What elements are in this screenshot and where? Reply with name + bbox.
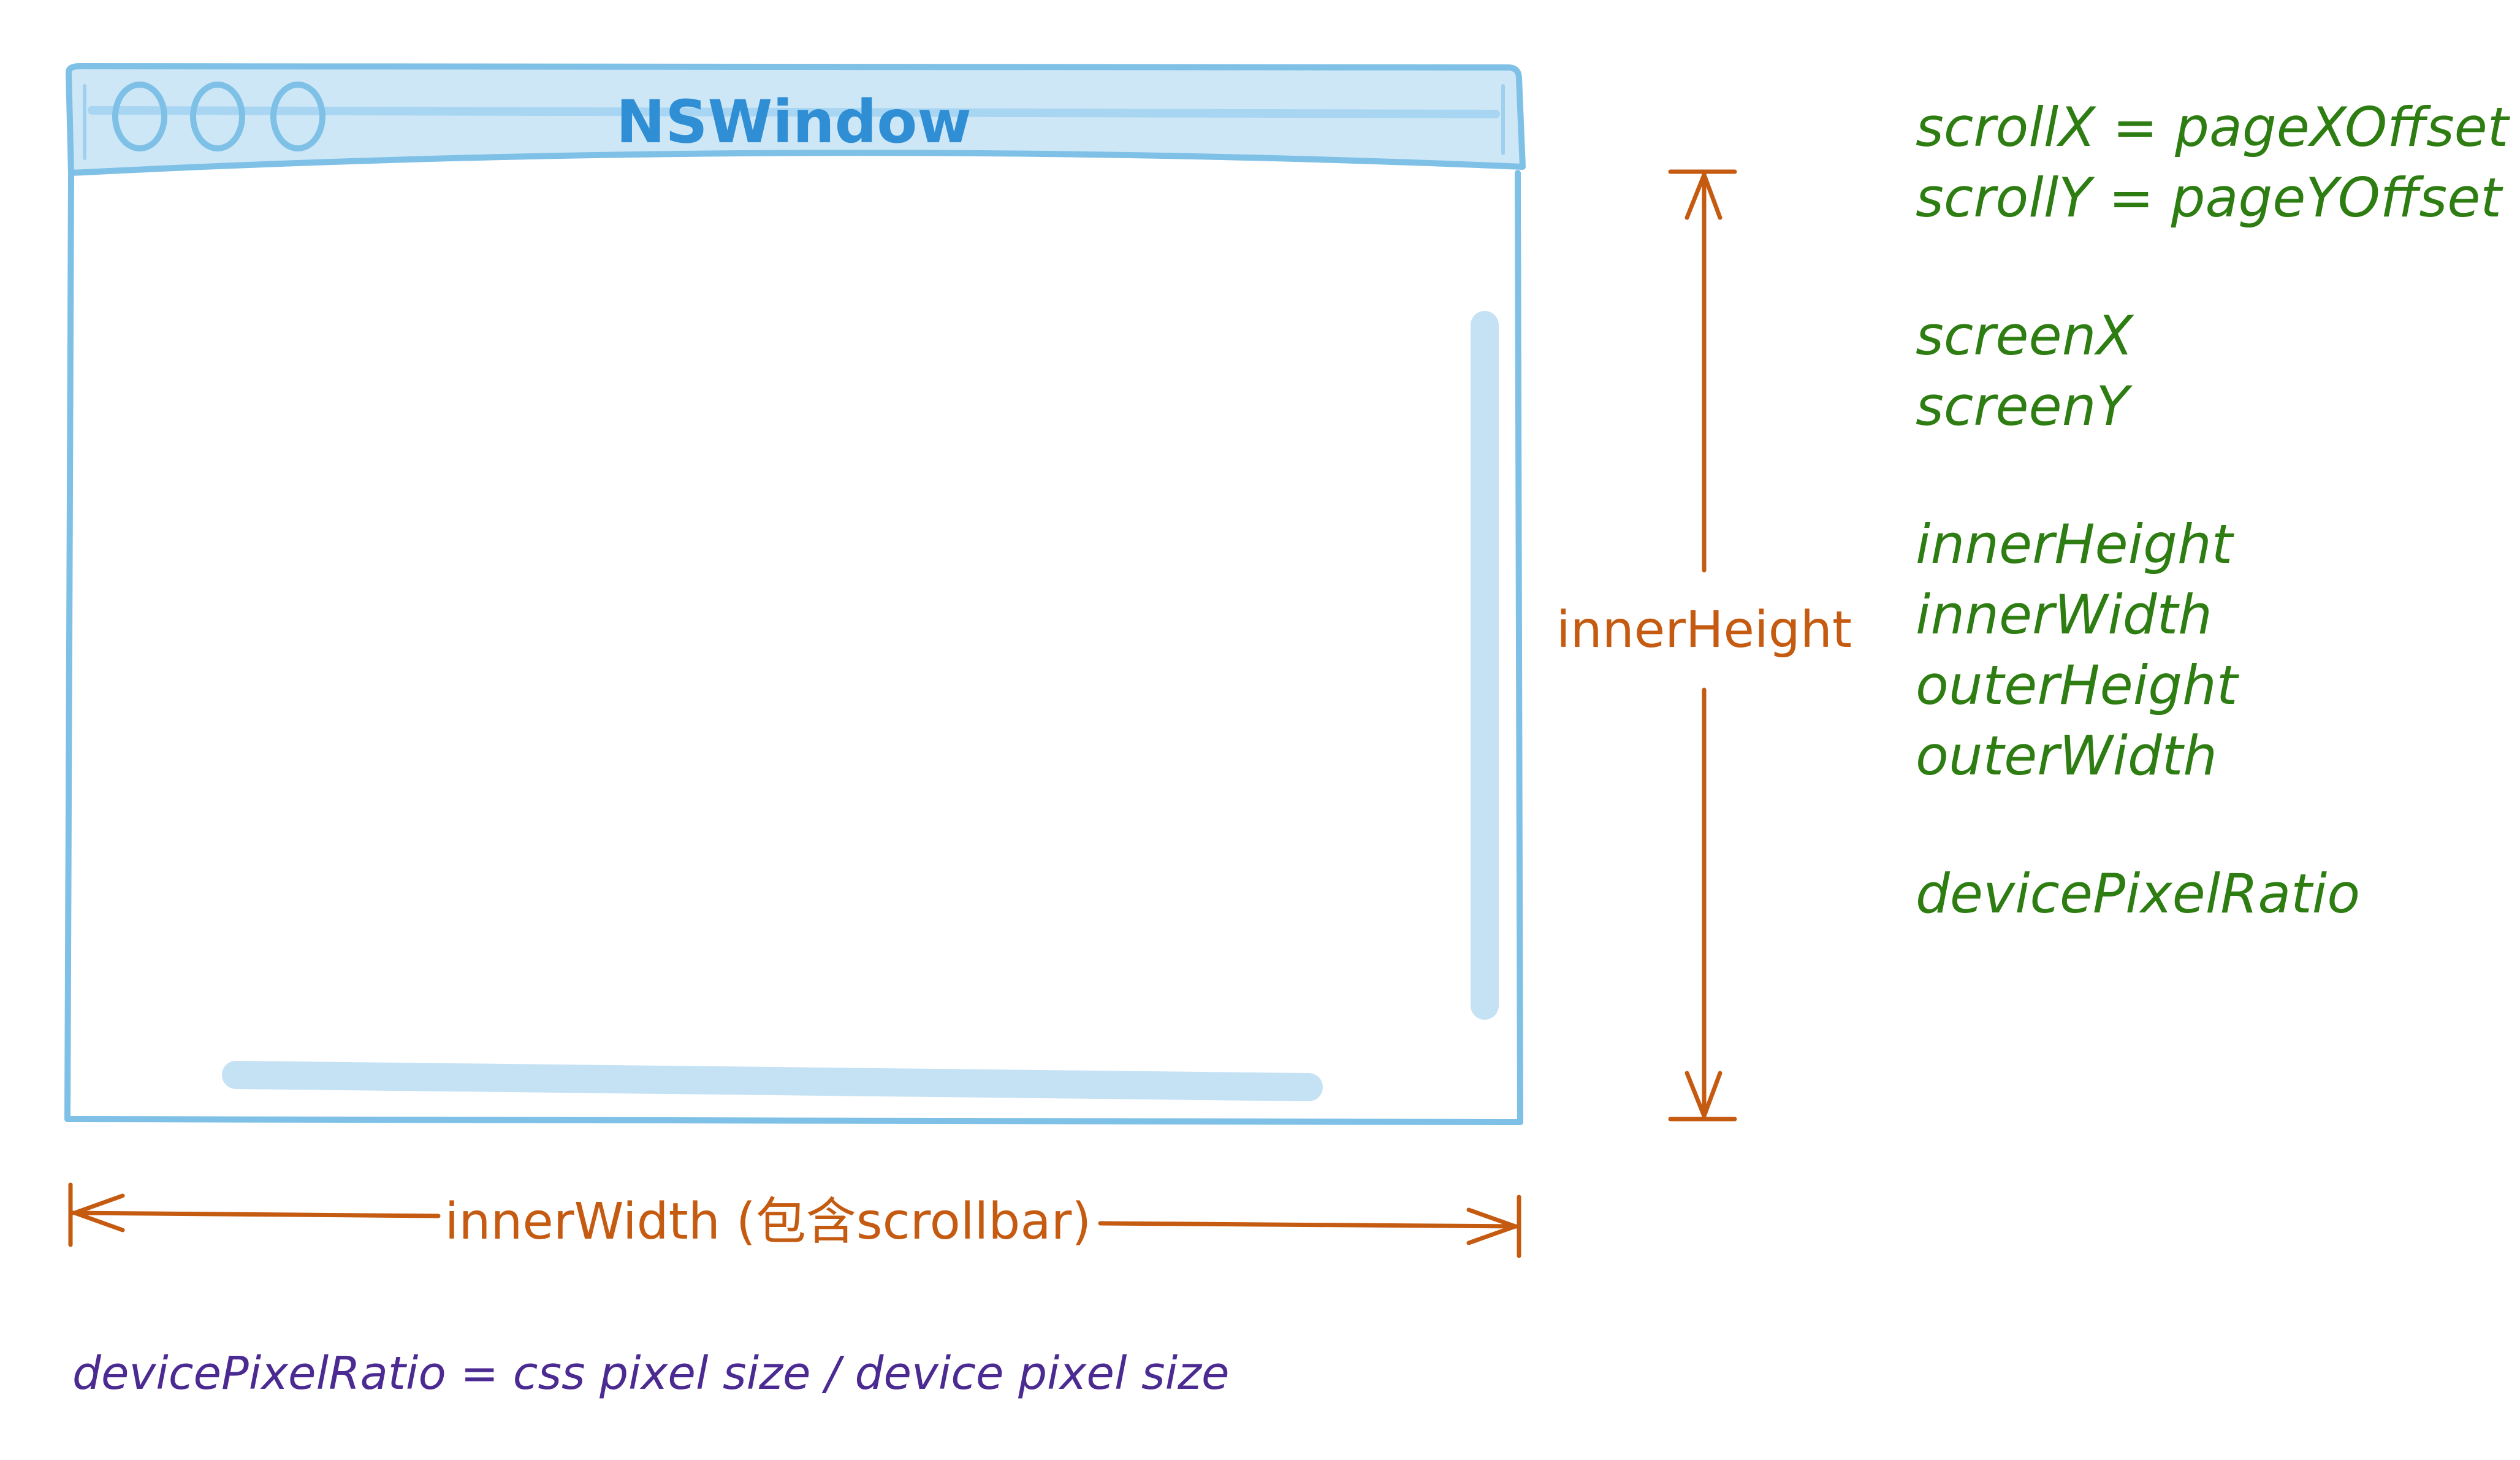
arrow-down-icon bbox=[1684, 1071, 1723, 1118]
property-device-pixel-ratio: devicePixelRatio bbox=[1916, 862, 2360, 925]
close-button-icon[interactable] bbox=[112, 82, 167, 151]
window-title: NSWindow bbox=[616, 88, 972, 156]
horizontal-scrollbar[interactable] bbox=[222, 1061, 1323, 1101]
titlebar-inner-edge bbox=[83, 84, 1505, 160]
zoom-button-icon[interactable] bbox=[270, 82, 325, 151]
property-screen-x: screenX bbox=[1916, 304, 2134, 367]
property-outer-width: outerWidth bbox=[1916, 724, 2217, 787]
inner-width-label: innerWidth (包含scrollbar) bbox=[445, 1193, 1092, 1251]
arrow-up-icon bbox=[1684, 172, 1723, 220]
titlebar-highlight bbox=[88, 106, 1500, 118]
titlebar bbox=[66, 63, 1526, 176]
property-scroll-y: scrollY = pageYOffset bbox=[1916, 166, 2503, 229]
inner-width-measure: innerWidth (包含scrollbar) bbox=[68, 1182, 1521, 1258]
inner-height-label: innerHeight bbox=[1556, 601, 1852, 659]
property-inner-width: innerWidth bbox=[1916, 583, 2212, 646]
minimize-button-icon[interactable] bbox=[190, 82, 245, 151]
property-list: scrollX = pageXOffset scrollY = pageYOff… bbox=[1916, 96, 2511, 925]
window-frame bbox=[64, 170, 1523, 1125]
property-outer-height: outerHeight bbox=[1916, 654, 2240, 717]
property-screen-y: screenY bbox=[1916, 375, 2133, 438]
property-scroll-x: scrollX = pageXOffset bbox=[1916, 96, 2511, 159]
property-inner-height: innerHeight bbox=[1916, 513, 2235, 576]
arrow-right-icon bbox=[1466, 1207, 1518, 1245]
inner-width-left-line bbox=[70, 1210, 441, 1218]
inner-width-right-line bbox=[1098, 1221, 1519, 1229]
inner-height-measure: innerHeight bbox=[1556, 169, 1852, 1122]
arrow-left-icon bbox=[72, 1193, 125, 1233]
browser-window: NSWindow bbox=[64, 63, 1526, 1125]
device-pixel-ratio-formula: devicePixelRatio = css pixel size / devi… bbox=[72, 1347, 1230, 1400]
